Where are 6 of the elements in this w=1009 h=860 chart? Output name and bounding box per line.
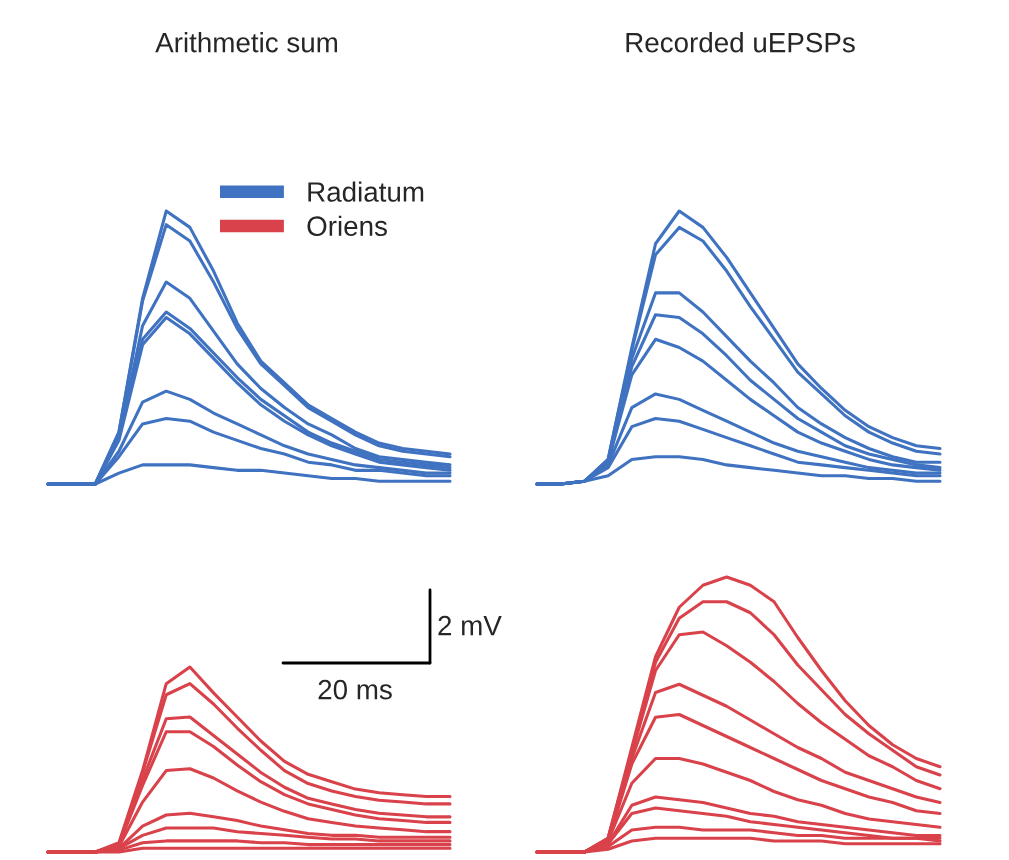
annotation: 20 ms bbox=[318, 679, 392, 700]
legend-label: Oriens bbox=[307, 215, 387, 237]
chart-title: Arithmetic sum bbox=[155, 32, 338, 53]
chart-title: Recorded uEPSPs bbox=[626, 32, 855, 53]
legend-label: Radiatum bbox=[308, 181, 424, 202]
text: 2 mV bbox=[438, 615, 502, 636]
